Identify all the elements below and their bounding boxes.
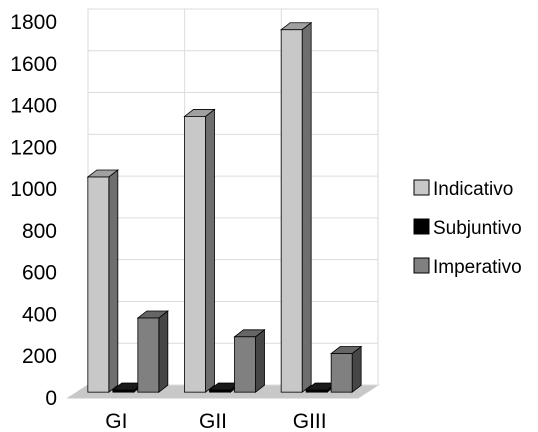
- legend-label: Subjuntivo: [433, 218, 522, 239]
- bar-indicativo-gi: [87, 176, 110, 393]
- y-tick-label: 800: [22, 220, 57, 243]
- bar-side: [205, 108, 215, 393]
- x-tick-label: GII: [199, 410, 227, 432]
- bar-side: [301, 21, 312, 393]
- bar-imperativo-gi: [137, 317, 160, 393]
- y-tick-label: 1400: [10, 95, 57, 118]
- y-tick-label: 1800: [10, 11, 57, 34]
- legend-swatch: [413, 179, 430, 196]
- chart-back-wall: [87, 8, 379, 386]
- y-tick-label: 0: [45, 387, 57, 410]
- legend-swatch: [413, 257, 430, 274]
- y-tick-label: 1000: [10, 178, 57, 201]
- bar-imperativo-gii: [234, 336, 256, 393]
- x-tick-label: GI: [105, 410, 127, 432]
- bar-subjuntivo-gi: [112, 389, 135, 393]
- bar-subjuntivo-giii: [305, 389, 328, 393]
- bar-imperativo-giii: [330, 353, 353, 393]
- y-tick-label: 1600: [10, 53, 57, 76]
- legend-swatch: [413, 218, 430, 235]
- bar-indicativo-gii: [184, 116, 206, 393]
- bar-indicativo-giii: [280, 29, 303, 393]
- bar-side: [158, 310, 169, 393]
- y-tick-label: 600: [22, 262, 57, 285]
- x-tick-label: GIII: [293, 410, 327, 432]
- legend-label: Indicativo: [433, 179, 513, 200]
- y-tick-label: 400: [22, 303, 57, 326]
- bar-side: [255, 328, 265, 393]
- bar-subjuntivo-gii: [209, 389, 231, 393]
- y-tick-label: 200: [22, 345, 57, 368]
- bar-side: [108, 169, 119, 393]
- legend-label: Imperativo: [433, 257, 522, 278]
- y-tick-label: 1200: [10, 136, 57, 159]
- bar-side: [351, 345, 362, 393]
